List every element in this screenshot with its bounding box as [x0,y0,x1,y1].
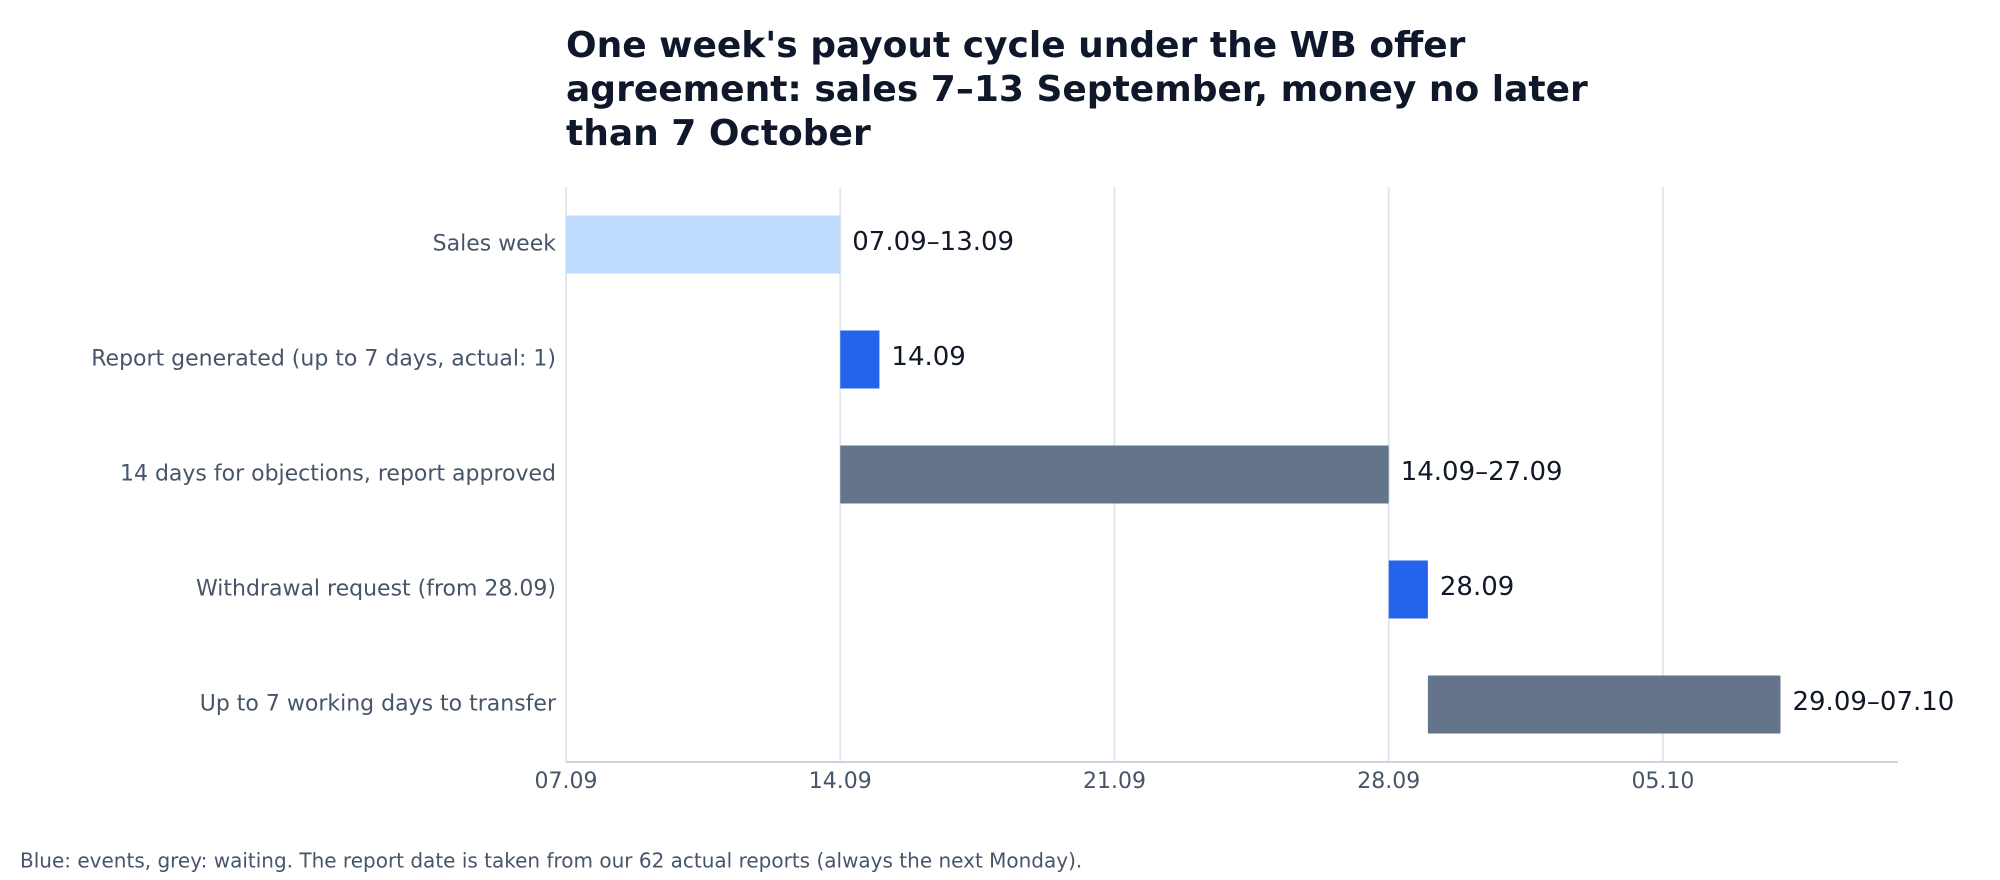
value-label: 28.09 [1440,572,1514,602]
y-tick-label: Withdrawal request (from 28.09) [196,577,556,602]
bar [1427,675,1781,734]
footnote: Blue: events, grey: waiting. The report … [20,849,1082,873]
y-tick-label: Up to 7 working days to transfer [200,692,557,717]
x-tick-label: 28.09 [1357,769,1420,794]
bar [840,330,880,389]
y-tick-label: Report generated (up to 7 days, actual: … [91,347,556,372]
y-tick-label: 14 days for objections, report approved [120,462,556,487]
chart-title: One week's payout cycle under the WB off… [566,25,1588,154]
x-tick-label: 07.09 [535,769,598,794]
x-tick-label: 05.10 [1631,769,1694,794]
value-label: 29.09–07.10 [1792,687,1954,717]
value-label: 14.09 [891,342,965,372]
x-tick-label: 14.09 [809,769,872,794]
bar [1388,560,1428,619]
value-label: 14.09–27.09 [1401,457,1563,487]
value-label: 07.09–13.09 [852,227,1014,257]
y-tick-label: Sales week [433,232,557,257]
bar [840,445,1389,504]
bar [566,215,841,274]
x-tick-label: 21.09 [1083,769,1146,794]
